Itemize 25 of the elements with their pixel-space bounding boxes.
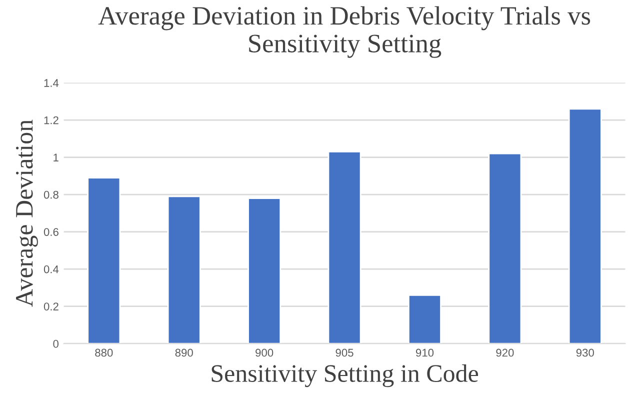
y-tick-label: 0.6	[44, 228, 58, 236]
bar	[328, 151, 362, 344]
x-tick-label: 920	[496, 348, 514, 357]
bar	[87, 177, 121, 344]
y-tick-label: 0.8	[44, 190, 58, 199]
bar	[167, 196, 201, 344]
x-tick-label: 900	[256, 348, 274, 357]
x-tick-label: 880	[95, 348, 113, 357]
y-tick-label: 0.4	[44, 265, 59, 274]
x-tick-label: 930	[576, 348, 594, 357]
y-tick-label: 0.2	[44, 302, 58, 310]
y-tick-label: 1	[54, 154, 58, 162]
x-axis-title: Sensitivity Setting in Code	[212, 364, 478, 388]
x-tick-label: 910	[416, 348, 434, 357]
bar	[488, 152, 522, 344]
x-tick-label: 890	[175, 348, 193, 357]
x-tick-label: 905	[336, 348, 354, 357]
bar	[248, 198, 282, 344]
y-axis-title: Average Deviation	[16, 120, 38, 307]
bar	[568, 108, 602, 344]
bar	[408, 294, 442, 344]
y-tick-label: 1.4	[44, 79, 59, 87]
y-tick-label: 0	[53, 340, 59, 348]
chart-title: Average Deviation in Debris Velocity Trials vs Sensitivity Setting	[98, 6, 590, 58]
y-tick-label: 1.2	[44, 116, 58, 124]
